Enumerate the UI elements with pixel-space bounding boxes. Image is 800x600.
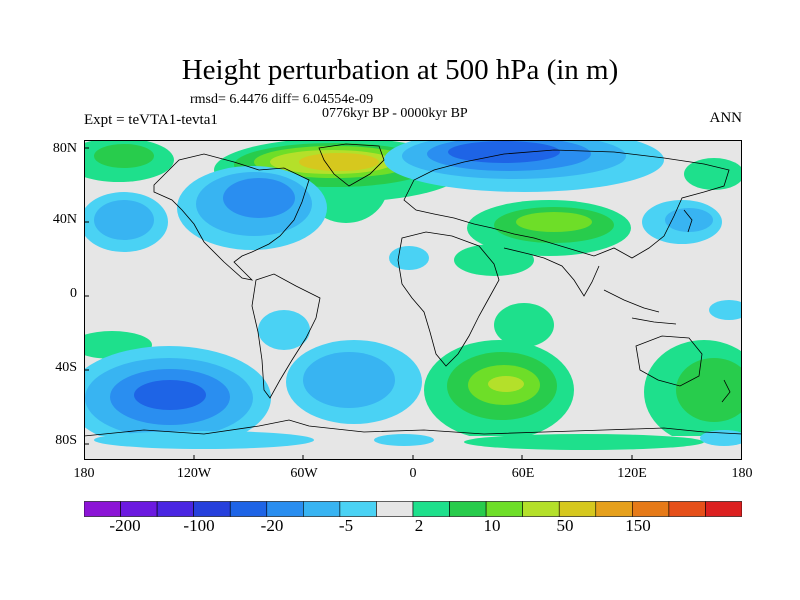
coast-south-america (251, 273, 321, 399)
anomaly-indian-ocean-high (424, 340, 574, 440)
season-label: ANN (709, 110, 743, 126)
colorbar-swatch (376, 501, 414, 517)
colorbar-swatch (120, 501, 158, 517)
lon-label-120w: 120W (176, 466, 212, 481)
coast-antarctica (84, 419, 742, 437)
colorbar-swatch (595, 501, 633, 517)
colorbar-swatch (303, 501, 341, 517)
colorbar-swatch (522, 501, 560, 517)
colorbar-swatch (84, 501, 121, 517)
time-period: 0776kyr BP - 0000kyr BP (322, 106, 468, 121)
anomaly-south-pacific-low (84, 346, 271, 450)
colorbar-swatch (339, 501, 377, 517)
lat-label-40s: 40S (55, 360, 77, 375)
lat-label-80s: 80S (55, 433, 77, 448)
coastlines (84, 143, 742, 437)
plot-title: Height perturbation at 500 hPa (in m) (181, 54, 619, 86)
coast-africa (397, 231, 500, 367)
colorbar-label-minus-200: -200 (109, 516, 141, 535)
height-perturbation-map (84, 140, 742, 460)
anomaly-eurasia-low (384, 140, 664, 192)
anomaly-north-pacific-low (84, 192, 168, 252)
anomaly-alaska-high (84, 140, 174, 182)
anomaly-east-asia (642, 158, 742, 244)
lon-label-120e: 120E (617, 466, 647, 481)
colorbar-swatch (449, 501, 487, 517)
axis-ticks (84, 147, 633, 460)
colorbar-swatch (412, 501, 450, 517)
coast-new-zealand (721, 379, 731, 403)
experiment-label: Expt = teVTA1-tevta1 (84, 112, 218, 128)
lat-label-40n: 40N (52, 212, 77, 227)
colorbar-swatch (156, 501, 194, 517)
colorbar-swatch (668, 501, 706, 517)
lon-label-0: 0 (409, 466, 417, 481)
colorbar-swatch (266, 501, 304, 517)
coast-australia (635, 335, 703, 387)
colorbar-label-2: 2 (414, 516, 424, 535)
rmsd-diff-stats: rmsd= 6.4476 diff= 6.04554e-09 (190, 92, 374, 107)
colorbar-label-50: 50 (556, 516, 574, 535)
coast-southeast-asia (603, 289, 677, 325)
anomaly-tropics (84, 300, 742, 359)
coast-india (503, 247, 600, 297)
colorbar-swatch (705, 501, 742, 517)
lon-label-60e: 60E (511, 466, 535, 481)
coast-eurasia (403, 149, 730, 259)
colorbar-label-150: 150 (625, 516, 651, 535)
colorbar-swatch (558, 501, 597, 517)
lat-label-0: 0 (70, 286, 77, 301)
color-bar (84, 501, 742, 517)
colorbar-label-minus-5: -5 (338, 516, 354, 535)
anomaly-north-america-low (177, 166, 327, 250)
lon-label-60w: 60W (290, 466, 318, 481)
colorbar-swatch (485, 501, 523, 517)
coast-north-america (153, 153, 310, 281)
colorbar-swatch (193, 501, 231, 517)
anomaly-south-atlantic-low (286, 340, 422, 424)
colorbar-swatch (632, 501, 670, 517)
lon-label-180e: 180 (731, 466, 753, 481)
anomaly-tasman-high (644, 340, 742, 444)
coast-japan (683, 209, 693, 233)
lon-label-180w: 180 (73, 466, 95, 481)
lat-label-80n: 80N (52, 141, 77, 156)
colorbar-label-minus-100: -100 (183, 516, 215, 535)
colorbar-label-10: 10 (483, 516, 501, 535)
anomaly-central-asia-high (389, 200, 631, 276)
colorbar-label-minus-20: -20 (260, 516, 284, 535)
colorbar-swatch (229, 501, 268, 517)
coast-greenland (318, 143, 385, 187)
